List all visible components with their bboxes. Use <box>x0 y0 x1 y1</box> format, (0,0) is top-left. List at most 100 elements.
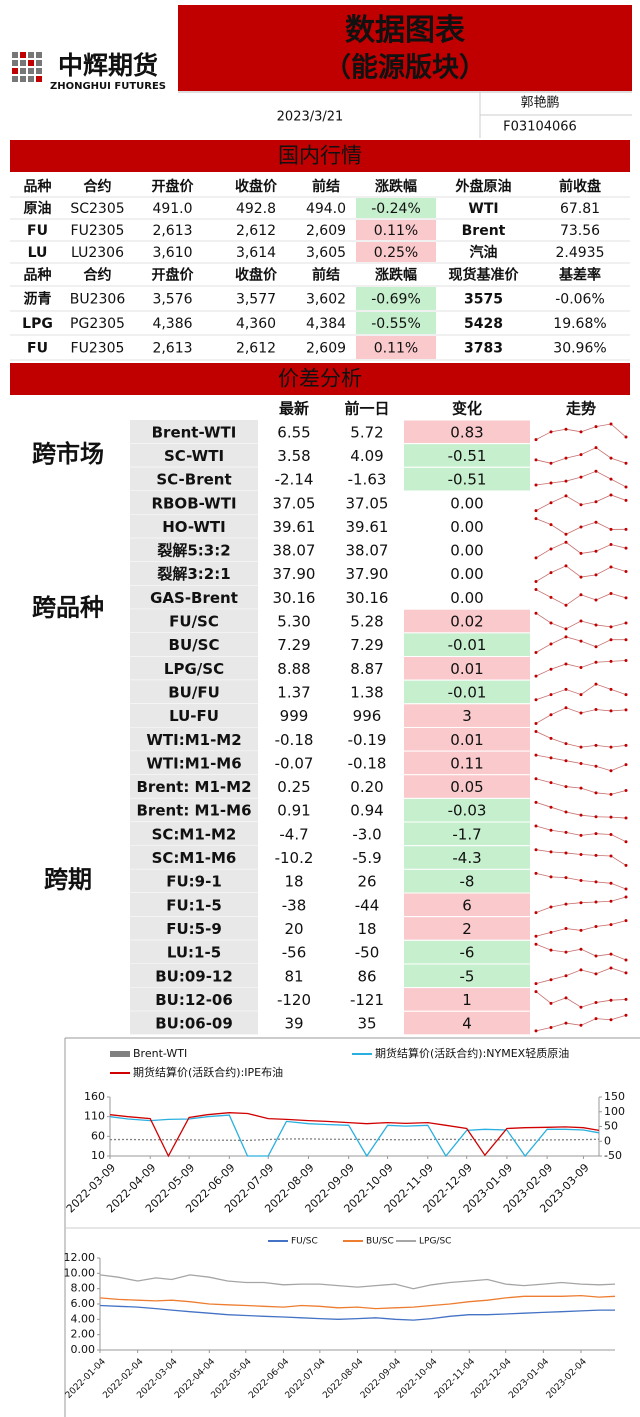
sparkline-point <box>624 840 628 844</box>
sparkline-point <box>609 881 613 885</box>
sparkline-point <box>594 645 598 649</box>
spread-prev: 0.94 <box>350 802 383 820</box>
spread-name: SC:M1-M2 <box>152 825 237 843</box>
spread-latest: -2.14 <box>275 471 314 489</box>
sparkline-point <box>579 619 583 623</box>
change-cell <box>404 964 530 988</box>
table-cell: 3,610 <box>152 245 192 261</box>
spread-latest: 30.16 <box>273 589 316 607</box>
section-bar <box>10 140 630 172</box>
sparkline-point <box>594 791 598 795</box>
column-header: 品种 <box>24 267 52 284</box>
table-cell: FU <box>27 341 48 357</box>
label-cell <box>130 893 258 917</box>
spread-name: LU:1-5 <box>167 944 221 962</box>
legend-label: 期货结算价(活跃合约):NYMEX轻质原油 <box>375 1046 569 1060</box>
sparkline-point <box>549 850 553 854</box>
sparkline-point <box>564 759 568 763</box>
spread-change: 0.00 <box>450 518 483 536</box>
spread-name: Brent-WTI <box>152 423 237 441</box>
spread-latest: 81 <box>284 967 303 985</box>
spread-prev: 86 <box>357 967 376 985</box>
y2-tick-label: 150 <box>604 1090 625 1103</box>
sparkline-point <box>609 952 613 956</box>
table-cell: 2.4935 <box>556 245 605 261</box>
table-cell: 0.25% <box>374 245 418 261</box>
spread-latest: 37.05 <box>273 494 316 512</box>
table-cell: 3575 <box>464 292 503 308</box>
sparkline-point <box>564 830 568 834</box>
spread-latest: -38 <box>282 896 307 914</box>
column-header: 前结 <box>312 178 340 195</box>
sparkline-point <box>609 477 613 481</box>
sparkline-point <box>549 828 553 832</box>
spread-prev: 35 <box>357 1015 376 1033</box>
sparkline-point <box>609 565 613 569</box>
spread-change: 0.00 <box>450 494 483 512</box>
table-cell: 492.8 <box>236 201 276 217</box>
spread-name: LPG/SC <box>164 660 224 678</box>
sparkline-point <box>624 693 628 697</box>
label-cell <box>130 609 258 633</box>
sparkline-point <box>594 832 598 836</box>
sparkline-point <box>609 998 613 1002</box>
change-cell <box>356 287 436 310</box>
column-header: 涨跌幅 <box>375 267 417 284</box>
sparkline-point <box>549 481 553 485</box>
spread-prev: -0.18 <box>348 754 387 772</box>
spread-prev: 39.61 <box>346 518 389 536</box>
subtitle: （能源版块） <box>324 52 486 84</box>
spread-latest: -0.18 <box>275 731 314 749</box>
table-cell: 3,577 <box>236 292 276 308</box>
table-cell: LU <box>28 245 48 261</box>
spread-name: SC-WTI <box>164 447 224 465</box>
sparkline-point <box>564 532 568 536</box>
sparkline-point <box>579 711 583 715</box>
spread-latest: 6.55 <box>277 423 310 441</box>
change-cell <box>356 220 436 240</box>
sparkline-point <box>534 848 538 852</box>
spread-change: -6 <box>460 944 475 962</box>
sparkline-point <box>579 852 583 856</box>
label-cell <box>130 680 258 704</box>
author: 郭艳鹏 <box>520 95 559 111</box>
table-cell: FU2305 <box>71 341 125 357</box>
label-cell <box>130 703 258 728</box>
table-cell: 3783 <box>464 341 503 357</box>
spread-change: 0.01 <box>450 660 483 678</box>
sparkline-point <box>564 926 568 930</box>
sparkline-point <box>549 756 553 760</box>
sparkline-point <box>564 540 568 544</box>
table-cell: -0.24% <box>371 201 421 217</box>
sparkline-point <box>624 919 628 923</box>
sparkline-point <box>549 621 553 625</box>
sparkline-point <box>534 777 538 781</box>
sparkline-point <box>564 494 568 498</box>
sparkline-point <box>609 625 613 629</box>
sparkline-point <box>624 958 628 962</box>
sparkline-point <box>579 761 583 765</box>
label-cell <box>130 443 258 468</box>
table-cell: 67.81 <box>560 201 600 217</box>
spread-change: 0.01 <box>450 731 483 749</box>
spread-change: 0.00 <box>450 589 483 607</box>
series-line <box>99 1304 615 1321</box>
label-cell <box>130 822 258 846</box>
sparkline-point <box>549 642 553 646</box>
sparkline-point <box>594 446 598 450</box>
spread-name: FU/SC <box>169 613 219 631</box>
spread-prev: 4.09 <box>350 447 383 465</box>
logo-icon <box>12 52 42 82</box>
column-header: 最新 <box>279 400 309 418</box>
sparkline-point <box>624 863 628 867</box>
change-cell <box>404 988 530 1011</box>
spread-latest: 8.88 <box>277 660 310 678</box>
y-tick-label: 4.00 <box>71 1312 96 1325</box>
sparkline-point <box>564 479 568 483</box>
column-header: 走势 <box>566 400 596 418</box>
sparkline-point <box>534 580 538 584</box>
change-cell <box>404 940 530 964</box>
spread-name: FU:5-9 <box>166 920 222 938</box>
spread-change: 6 <box>462 896 472 914</box>
